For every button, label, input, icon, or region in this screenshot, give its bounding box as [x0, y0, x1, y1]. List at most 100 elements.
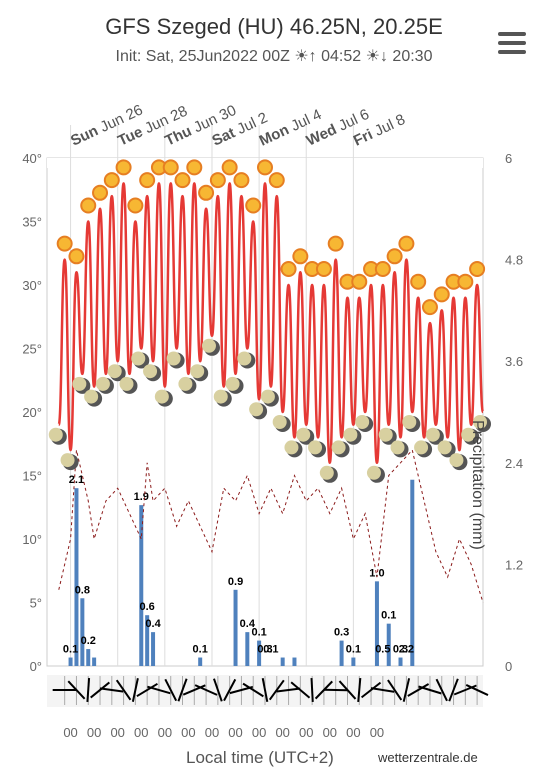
precip-bar [139, 505, 144, 666]
moon-light [402, 415, 417, 429]
moon-light [260, 389, 275, 404]
wind-arrow [182, 684, 206, 696]
moon-light [190, 364, 205, 379]
y-tick-right: 4.8 [505, 253, 523, 268]
sun-icon [410, 273, 427, 290]
sun-core [421, 299, 438, 316]
moon-light [225, 376, 240, 391]
moon-icon [390, 440, 409, 458]
moon-light [284, 440, 299, 455]
moon-light [131, 351, 146, 366]
moon-light [48, 427, 63, 442]
wind-arrow [164, 678, 178, 702]
precip-label: 0.1 [381, 610, 396, 622]
moon-icon [119, 376, 138, 394]
wind-arrow [242, 682, 264, 698]
y-tick-right: 1.2 [505, 557, 523, 572]
moon-light [319, 465, 334, 480]
precip-label: 0.1 [263, 644, 278, 656]
sun-core [139, 172, 156, 189]
precip-label: 0.6 [140, 601, 155, 613]
y-tick-right: 6 [505, 151, 512, 166]
wind-arrow [276, 687, 301, 693]
moon-light [143, 364, 158, 379]
sun-icon [386, 248, 403, 265]
sun-icon [351, 273, 368, 290]
hour-label: 00 [134, 725, 148, 740]
wind-arrow [387, 679, 403, 701]
moon-light [331, 440, 346, 455]
hour-label: 00 [205, 725, 219, 740]
sun-icon [327, 235, 344, 252]
precip-bar [198, 657, 203, 666]
wind-arrow [131, 678, 139, 702]
sun-core [68, 248, 85, 265]
wind-arrow [448, 678, 459, 702]
precip-bar [145, 615, 150, 666]
sunrise-icon: ☀↑ [294, 48, 317, 65]
sun-icon [209, 172, 226, 189]
wind-arrow [147, 685, 171, 695]
moon-icon [437, 440, 456, 458]
sun-icon [280, 261, 297, 277]
moon-icon [190, 364, 209, 382]
precip-label: 0.9 [228, 576, 243, 588]
wind-arrow [435, 678, 448, 702]
moon-light [154, 389, 169, 404]
hamburger-menu-icon[interactable] [498, 32, 526, 56]
wind-arrow [402, 678, 411, 702]
moon-icon [178, 376, 197, 394]
precip-label: 0.3 [334, 627, 349, 639]
sun-core [292, 248, 309, 265]
sun-icon [315, 261, 332, 277]
hour-label: 00 [346, 725, 360, 740]
sun-icon [421, 299, 438, 316]
moon-light [213, 389, 228, 404]
y-tick-left: 35° [22, 215, 42, 230]
y-tick-left: 40° [22, 151, 42, 166]
hour-label: 00 [158, 725, 172, 740]
sun-core [233, 172, 250, 189]
sun-core [315, 261, 332, 277]
wind-arrow [115, 679, 132, 701]
y-tick-left: 20° [22, 405, 42, 420]
precip-bar [245, 632, 250, 666]
sun-icon [56, 235, 73, 252]
moon-icon [213, 389, 232, 407]
moon-light [473, 415, 487, 429]
precip-label: 1.9 [134, 491, 149, 503]
precip-bar [292, 657, 297, 666]
sun-core [174, 172, 191, 189]
moon-light [425, 427, 440, 442]
moon-icon [402, 415, 421, 432]
moon-icon [131, 351, 150, 369]
y-axis-right-label: Precipitation (mm) [469, 420, 486, 550]
y-tick-left: 15° [22, 469, 42, 484]
sun-core [410, 273, 427, 290]
credit-link[interactable]: wetterzentrale.de [378, 750, 478, 765]
sun-icon [433, 286, 450, 303]
precip-label: 0.8 [75, 584, 90, 596]
sun-core [56, 235, 73, 252]
sun-icon [103, 172, 120, 189]
moon-light [308, 440, 323, 455]
init-label: Init: Sat, 25Jun2022 00Z [115, 48, 290, 65]
moon-light [84, 389, 99, 404]
moon-icon [201, 338, 220, 356]
moon-light [249, 402, 264, 417]
y-tick-left: 0° [30, 659, 42, 674]
sun-icon [115, 159, 132, 176]
moon-icon [366, 465, 385, 483]
moon-light [95, 376, 110, 391]
sun-core [186, 159, 203, 176]
wind-arrow [310, 677, 314, 703]
wind-arrow [407, 683, 430, 697]
precip-bar [92, 657, 97, 666]
moon-icon [378, 427, 397, 445]
sun-core [327, 235, 344, 252]
moon-icon [272, 415, 291, 432]
wind-arrow [360, 681, 382, 699]
moon-icon [284, 440, 303, 458]
sun-icon [127, 197, 144, 214]
